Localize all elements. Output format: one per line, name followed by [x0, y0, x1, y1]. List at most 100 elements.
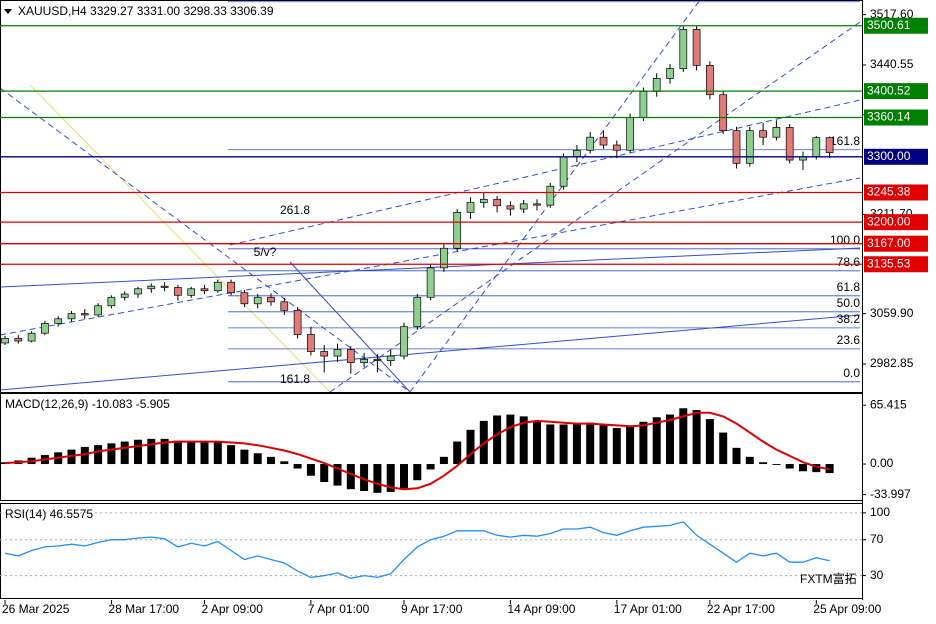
candle-body — [400, 326, 408, 357]
candle-body — [134, 288, 142, 295]
histogram-bar — [679, 408, 688, 465]
candle-body — [346, 349, 355, 363]
histogram-bar — [719, 432, 728, 465]
candle-body — [54, 318, 63, 324]
candle-body — [227, 281, 235, 294]
candle-body — [533, 203, 541, 206]
histogram-bar — [306, 464, 315, 476]
histogram-bar — [293, 464, 302, 469]
candle-body — [14, 338, 23, 342]
candle-body — [307, 334, 315, 352]
histogram-bar — [187, 441, 196, 465]
candle-body — [267, 296, 275, 303]
menu-arrow — [4, 9, 12, 14]
candle-body — [240, 292, 249, 305]
histogram-bar — [373, 464, 382, 493]
histogram-bar — [320, 464, 329, 483]
candle-body — [692, 29, 701, 66]
price-tag — [864, 17, 928, 34]
annotation: 5/v? — [254, 245, 277, 259]
candle-body — [160, 285, 169, 288]
trend-line — [0, 87, 411, 393]
histogram-bar — [253, 453, 262, 465]
candle-body — [559, 156, 568, 187]
histogram-bar — [745, 456, 754, 465]
candle-body — [652, 78, 661, 92]
annotation: 261.8 — [280, 203, 310, 217]
candle-body — [745, 130, 754, 164]
candle-body — [333, 349, 342, 357]
candle-body — [320, 351, 329, 357]
price-tag — [864, 148, 928, 165]
rsi-line — [4, 521, 830, 579]
candle-body — [719, 94, 728, 132]
y-tick-label: 3059.90 — [870, 306, 914, 320]
panel-title: XAUUSD,H4 3329.27 3331.00 3298.33 3306.3… — [18, 4, 274, 18]
histogram-bar — [400, 464, 408, 489]
histogram-bar — [759, 462, 768, 465]
y-tick-label: 0.00 — [870, 456, 894, 470]
price-tag-label: 3400.52 — [867, 83, 911, 97]
histogram-bar — [134, 439, 142, 465]
histogram-bar — [466, 429, 475, 465]
fibo-label: 23.6 — [837, 333, 861, 347]
histogram-bar — [280, 461, 289, 465]
histogram-bar — [426, 464, 435, 470]
candle-body — [67, 313, 76, 320]
histogram-bar — [147, 438, 156, 465]
price-tag — [864, 109, 928, 126]
histogram-bar — [240, 449, 249, 465]
trend-line — [289, 261, 411, 393]
price-tag-label: 3360.14 — [867, 110, 911, 124]
histogram-bar — [652, 417, 661, 465]
price-tag — [864, 83, 928, 100]
candle-body — [466, 202, 475, 213]
x-tick-label: 25 Apr 09:00 — [813, 602, 881, 616]
histogram-bar — [413, 464, 422, 481]
candle-body — [213, 281, 222, 292]
price-tag-label: 3245.38 — [867, 185, 911, 199]
candle-body — [612, 144, 621, 151]
candle-body — [147, 285, 156, 290]
histogram-bar — [506, 414, 515, 465]
candle-body — [586, 136, 595, 151]
candle-body — [440, 247, 448, 269]
histogram-bar — [173, 440, 182, 465]
histogram-bar — [612, 428, 621, 465]
candle-body — [386, 355, 395, 361]
price-tag — [864, 184, 928, 201]
histogram-bar — [80, 446, 89, 465]
annotation: 161.8 — [280, 372, 310, 386]
histogram-bar — [453, 441, 462, 465]
histogram-bar — [812, 464, 821, 473]
candle-body — [706, 64, 714, 96]
candle-body — [626, 117, 634, 151]
y-tick-label: -33.997 — [870, 487, 911, 501]
price-tag-label: 3300.00 — [867, 149, 911, 163]
candle-body — [573, 149, 581, 158]
histogram-bar — [120, 441, 129, 465]
candle-body — [519, 203, 528, 210]
candle-body — [94, 305, 102, 316]
candle-body — [506, 205, 515, 210]
histogram-bar — [519, 416, 528, 465]
histogram-bar — [439, 456, 448, 465]
candle-body — [413, 296, 422, 328]
histogram-bar — [705, 419, 714, 465]
histogram-bar — [772, 464, 781, 465]
price-tag-label: 3167.00 — [867, 236, 911, 250]
histogram-bar — [213, 442, 222, 465]
candle-body — [120, 293, 129, 298]
price-tag-label: 3135.53 — [867, 256, 911, 270]
candle-body — [825, 137, 834, 153]
fibo-label: 100.0 — [830, 233, 860, 247]
histogram-bar — [692, 410, 701, 465]
histogram-bar — [227, 445, 236, 465]
histogram-bar — [639, 421, 648, 465]
price-tag — [864, 214, 928, 231]
candle-body — [479, 198, 488, 203]
x-tick-label: 26 Mar 2025 — [2, 602, 70, 616]
candle-body — [732, 130, 741, 164]
histogram-bar — [559, 424, 568, 465]
